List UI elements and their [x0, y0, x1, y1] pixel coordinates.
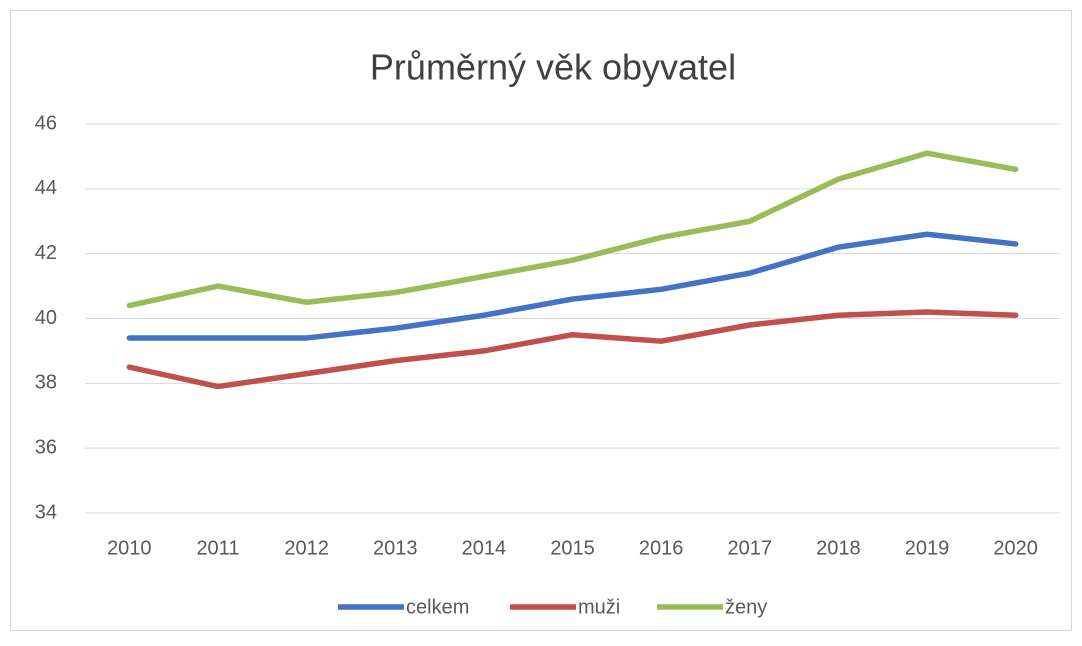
y-tick-label: 44: [35, 177, 57, 199]
x-tick-label: 2019: [905, 537, 950, 559]
y-tick-label: 34: [35, 501, 57, 523]
y-tick-label: 42: [35, 242, 57, 264]
legend-label: celkem: [406, 596, 469, 618]
x-tick-label: 2018: [816, 537, 861, 559]
legend-label: ženy: [725, 596, 767, 618]
y-tick-label: 38: [35, 372, 57, 394]
y-tick-label: 40: [35, 307, 57, 329]
chart-frame: [10, 10, 1072, 631]
series-line: [126, 309, 1019, 390]
series-line: [126, 231, 1019, 341]
x-tick-label: 2013: [373, 537, 418, 559]
x-tick-label: 2017: [728, 537, 773, 559]
series-line: [126, 150, 1019, 309]
x-tick-label: 2012: [284, 537, 329, 559]
x-tick-label: 2016: [639, 537, 684, 559]
chart-title: Průměrný věk obyvatel: [370, 47, 736, 88]
legend-label: muži: [578, 596, 620, 618]
y-tick-label: 36: [35, 436, 57, 458]
x-tick-label: 2010: [107, 537, 152, 559]
y-tick-label: 46: [35, 112, 57, 134]
x-tick-label: 2015: [550, 537, 595, 559]
x-tick-label: 2020: [993, 537, 1038, 559]
x-tick-label: 2011: [196, 537, 239, 559]
x-tick-label: 2014: [462, 537, 507, 559]
